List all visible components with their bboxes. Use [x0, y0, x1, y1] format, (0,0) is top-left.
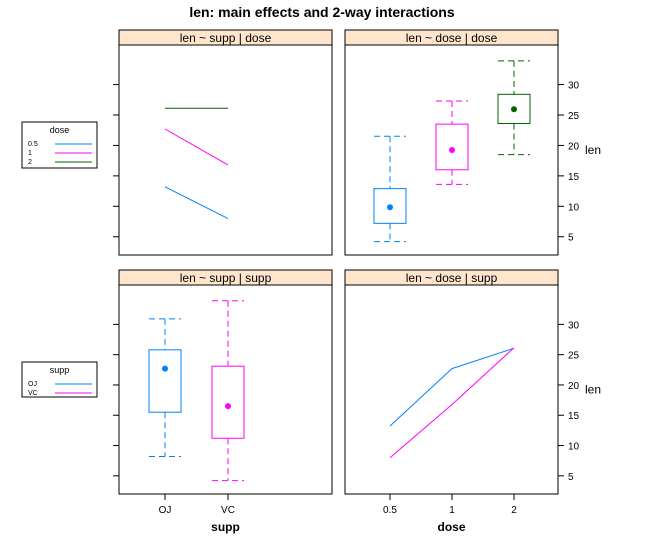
- x-axis-label: dose: [437, 520, 465, 534]
- y-tick-label: 30: [568, 320, 580, 331]
- box-OJ: [148, 318, 182, 457]
- legend-box: [21, 361, 98, 398]
- median-dot: [511, 106, 517, 113]
- y-tick-label: 25: [568, 111, 580, 122]
- y-tick-label: 15: [568, 172, 580, 183]
- panel-frame: [118, 284, 333, 495]
- x-tick-label: 2: [511, 505, 517, 516]
- y-tick-label: 15: [568, 411, 580, 422]
- legend-entry-label: 0.5: [28, 141, 38, 148]
- y-tick-label: 20: [568, 381, 580, 392]
- box-1: [435, 100, 469, 185]
- y-tick-label: 25: [568, 351, 580, 362]
- panel-strip-label: len ~ supp | dose: [180, 31, 272, 45]
- box-rect: [373, 188, 407, 224]
- median-dot: [162, 365, 168, 372]
- legend-entry-label: VC: [28, 390, 38, 397]
- y-axis-label: len: [585, 143, 601, 157]
- box-2: [497, 60, 531, 156]
- box-VC: [211, 300, 245, 482]
- series-line-VC: [389, 347, 515, 459]
- panel-strip-label: len ~ dose | dose: [406, 31, 498, 45]
- box-rect: [435, 123, 469, 171]
- series-line-OJ: [389, 347, 515, 427]
- panel-strip-label: len ~ dose | supp: [406, 271, 498, 285]
- box-rect: [211, 365, 245, 439]
- x-tick-label: 0.5: [383, 505, 397, 516]
- series-line-0.5: [164, 186, 229, 220]
- legend-entry-label: OJ: [28, 381, 37, 388]
- panel-frame: [344, 44, 559, 256]
- legend-entry-label: 2: [28, 159, 32, 166]
- legend-entry-label: 1: [28, 150, 32, 157]
- y-tick-label: 10: [568, 442, 580, 453]
- y-tick-label: 30: [568, 81, 580, 92]
- legend-title: supp: [50, 365, 70, 375]
- x-tick-label: OJ: [159, 505, 172, 516]
- panel-3: len ~ supp | supp OJ VC supp: [113, 269, 333, 534]
- y-axis-label: len: [585, 383, 601, 397]
- median-dot: [225, 403, 231, 410]
- box-rect: [148, 349, 182, 413]
- x-tick-label: 1: [449, 505, 455, 516]
- y-tick-label: 5: [568, 233, 574, 244]
- panel-frame: [344, 284, 559, 495]
- median-dot: [387, 204, 393, 211]
- legend-title: dose: [50, 125, 70, 135]
- panel-1: len ~ supp | dose: [113, 29, 333, 256]
- y-tick-label: 20: [568, 141, 580, 152]
- box-rect: [497, 93, 531, 125]
- x-tick-label: VC: [221, 505, 235, 516]
- legend-supp: supp OJ VC: [21, 361, 98, 398]
- series-line-1: [164, 128, 229, 166]
- panel-2: len ~ dose | dose 5 10 15 20 25 30 len: [344, 29, 601, 256]
- box-0.5: [373, 135, 407, 243]
- x-axis-label: supp: [211, 520, 240, 534]
- panel-4: len ~ dose | supp 5 10 15 20 25 30 len 0.5 1 2 dose: [344, 269, 601, 534]
- panel-frame: [118, 44, 333, 256]
- legend-box: [21, 121, 98, 169]
- chart-title: len: main effects and 2-way interactions: [189, 4, 455, 20]
- y-tick-label: 10: [568, 202, 580, 213]
- median-dot: [449, 147, 455, 153]
- legend-dose: dose 0.5 1 2: [21, 121, 98, 169]
- panel-strip-label: len ~ supp | supp: [180, 271, 272, 285]
- y-tick-label: 5: [568, 472, 574, 483]
